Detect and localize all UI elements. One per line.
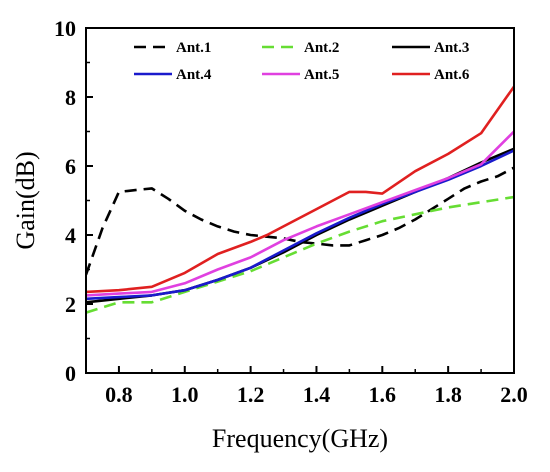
x-axis-ticks: 0.8 1.0 1.2 1.4 1.6 1.8 2.0 <box>85 366 528 407</box>
series-line-ant-6 <box>86 85 514 294</box>
x-tick-label: 1.0 <box>171 382 199 407</box>
series-line-ant-5 <box>86 130 514 297</box>
legend-label-ant-3: Ant.3 <box>434 40 469 56</box>
y-axis-label: Gain(dB) <box>11 151 40 249</box>
y-tick-label: 6 <box>65 154 76 179</box>
series-line-ant-4 <box>86 149 514 301</box>
legend-label-ant-6: Ant.6 <box>434 67 470 83</box>
x-axis-label: Frequency(GHz) <box>212 424 388 453</box>
y-tick-label: 0 <box>65 361 76 386</box>
x-tick-label: 1.6 <box>369 382 397 407</box>
legend-label-ant-4: Ant.4 <box>176 67 212 83</box>
y-tick-label: 4 <box>65 223 76 248</box>
plot-lines <box>86 85 514 314</box>
legend-label-ant-2: Ant.2 <box>304 40 339 56</box>
legend: Ant.1 Ant.2 Ant.3 Ant.4 Ant.5 Ant.6 <box>134 40 470 83</box>
x-tick-label: 2.0 <box>500 382 528 407</box>
series-line-ant-3 <box>86 147 514 304</box>
x-tick-label: 1.8 <box>434 382 462 407</box>
x-tick-label: 0.8 <box>105 382 133 407</box>
y-axis-ticks: 0 2 4 6 8 10 <box>54 16 93 386</box>
x-tick-label: 1.2 <box>237 382 265 407</box>
y-tick-label: 8 <box>65 85 76 110</box>
y-tick-label: 10 <box>54 16 76 41</box>
legend-label-ant-5: Ant.5 <box>304 67 339 83</box>
legend-label-ant-1: Ant.1 <box>176 40 211 56</box>
y-tick-label: 2 <box>65 292 76 317</box>
x-tick-label: 1.4 <box>303 382 331 407</box>
series-line-ant-1 <box>86 166 514 276</box>
